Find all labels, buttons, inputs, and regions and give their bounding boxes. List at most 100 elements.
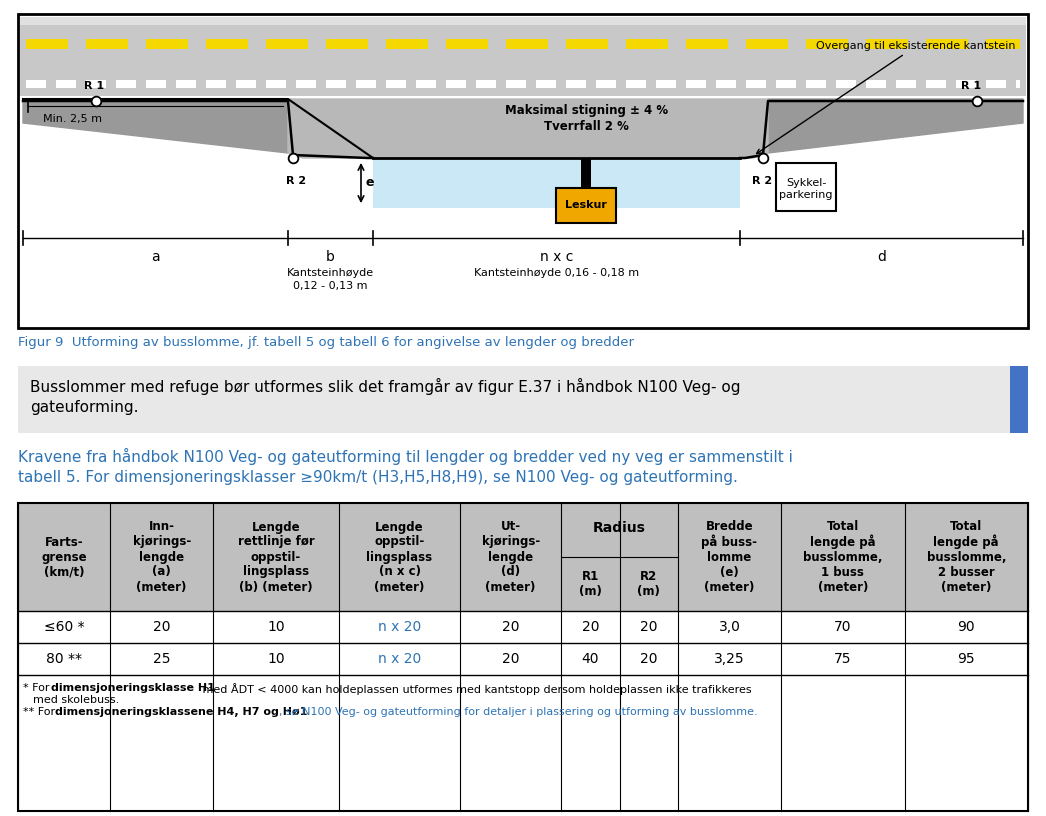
Text: R2
(m): R2 (m) xyxy=(637,570,660,598)
Bar xyxy=(18,643,1028,675)
Text: n x c: n x c xyxy=(540,250,573,264)
Polygon shape xyxy=(768,99,1023,153)
Text: R 1: R 1 xyxy=(84,81,105,91)
Text: Min. 2,5 m: Min. 2,5 m xyxy=(43,114,103,124)
Bar xyxy=(116,80,136,88)
Text: dimensjoneringsklassene H4, H7 og Hø1: dimensjoneringsklassene H4, H7 og Hø1 xyxy=(55,707,308,717)
Text: , se N100 Veg- og gateutforming for detaljer i plassering og utforming av busslo: , se N100 Veg- og gateutforming for deta… xyxy=(279,707,757,717)
Text: Leskur: Leskur xyxy=(565,201,607,211)
Text: Overgang til eksisterende kantstein: Overgang til eksisterende kantstein xyxy=(756,41,1016,153)
Bar xyxy=(986,39,1020,49)
Bar xyxy=(296,80,316,88)
Bar xyxy=(986,80,1006,88)
Bar xyxy=(806,80,826,88)
Bar xyxy=(626,80,646,88)
Text: Maksimal stigning ± 4 %: Maksimal stigning ± 4 % xyxy=(505,104,668,117)
Text: 20: 20 xyxy=(582,620,599,634)
Bar xyxy=(356,80,376,88)
Text: Lengde
rettlinje før
oppstil-
lingsplass
(b) (meter): Lengde rettlinje før oppstil- lingsplass… xyxy=(237,521,315,593)
Bar xyxy=(686,39,728,49)
Bar xyxy=(18,503,1028,811)
Bar xyxy=(266,80,286,88)
Bar xyxy=(236,80,256,88)
Bar xyxy=(836,80,856,88)
Text: n x 20: n x 20 xyxy=(378,652,422,666)
Text: e: e xyxy=(365,176,373,189)
Bar xyxy=(86,39,128,49)
Bar xyxy=(596,80,616,88)
Bar xyxy=(896,80,916,88)
Bar xyxy=(1010,366,1028,433)
Text: a: a xyxy=(152,250,160,264)
Text: 20: 20 xyxy=(502,620,520,634)
Text: 20: 20 xyxy=(640,620,658,634)
Bar xyxy=(581,158,591,188)
Bar xyxy=(20,17,1026,96)
Bar xyxy=(18,14,1028,328)
Text: Inn-
kjørings-
lengde
(a)
(meter): Inn- kjørings- lengde (a) (meter) xyxy=(133,521,190,593)
Bar xyxy=(926,80,946,88)
Bar xyxy=(806,39,848,49)
Text: parkering: parkering xyxy=(779,190,833,200)
Bar xyxy=(536,80,556,88)
Text: R 2: R 2 xyxy=(752,176,772,186)
Text: n x 20: n x 20 xyxy=(378,620,422,634)
Bar xyxy=(746,80,766,88)
Polygon shape xyxy=(288,99,768,158)
Bar xyxy=(18,675,1028,811)
Text: Kantsteinhøyde: Kantsteinhøyde xyxy=(287,268,374,278)
Text: Tverrfall 2 %: Tverrfall 2 % xyxy=(544,120,629,133)
Bar xyxy=(446,39,488,49)
Bar xyxy=(146,80,166,88)
Text: Total
lengde på
busslomme,
2 busser
(meter): Total lengde på busslomme, 2 busser (met… xyxy=(927,520,1006,594)
Text: Bredde
på buss-
lomme
(e)
(meter): Bredde på buss- lomme (e) (meter) xyxy=(702,520,757,594)
Bar xyxy=(20,17,1026,25)
Bar xyxy=(1016,80,1020,88)
Bar xyxy=(18,611,1028,643)
Polygon shape xyxy=(23,99,288,153)
Bar xyxy=(206,80,226,88)
Text: 3,25: 3,25 xyxy=(714,652,745,666)
Bar xyxy=(26,80,46,88)
Text: 70: 70 xyxy=(834,620,851,634)
Text: 3,0: 3,0 xyxy=(719,620,741,634)
Text: 40: 40 xyxy=(582,652,599,666)
Bar xyxy=(555,188,616,223)
Text: gateuforming.: gateuforming. xyxy=(30,400,138,415)
Bar xyxy=(566,80,586,88)
Bar xyxy=(326,80,346,88)
Text: Figur 9  Utforming av busslomme, jf. tabell 5 og tabell 6 for angivelse av lengd: Figur 9 Utforming av busslomme, jf. tabe… xyxy=(18,336,634,349)
Text: Lengde
oppstil-
lingsplass
(n x c)
(meter): Lengde oppstil- lingsplass (n x c) (mete… xyxy=(366,521,433,593)
Text: b: b xyxy=(326,250,335,264)
Text: Busslommer med refuge bør utformes slik det framgår av figur E.37 i håndbok N100: Busslommer med refuge bør utformes slik … xyxy=(30,378,741,395)
Text: 75: 75 xyxy=(834,652,851,666)
Bar xyxy=(717,80,736,88)
Text: 80 **: 80 ** xyxy=(46,652,82,666)
Bar xyxy=(776,80,796,88)
Text: Farts-
grense
(km/t): Farts- grense (km/t) xyxy=(41,535,87,579)
Text: * For: * For xyxy=(23,683,53,693)
Text: med ÅDT < 4000 kan holdeplassen utformes med kantstopp dersom holdeplassen ikke : med ÅDT < 4000 kan holdeplassen utformes… xyxy=(199,683,752,695)
Bar xyxy=(656,80,676,88)
Text: 20: 20 xyxy=(153,620,170,634)
Bar xyxy=(776,163,836,211)
Bar xyxy=(18,503,1028,611)
Text: 25: 25 xyxy=(153,652,170,666)
Bar xyxy=(206,39,248,49)
Text: 90: 90 xyxy=(957,620,975,634)
Bar xyxy=(386,39,428,49)
Bar xyxy=(373,158,740,208)
Text: 20: 20 xyxy=(502,652,520,666)
Bar xyxy=(386,80,406,88)
Text: R1
(m): R1 (m) xyxy=(578,570,601,598)
Bar xyxy=(18,366,1010,433)
Text: d: d xyxy=(877,250,886,264)
Text: R 1: R 1 xyxy=(961,81,981,91)
Bar xyxy=(416,80,436,88)
Text: 10: 10 xyxy=(268,620,285,634)
Bar xyxy=(56,80,76,88)
Bar xyxy=(266,39,308,49)
Bar xyxy=(506,39,548,49)
Text: tabell 5. For dimensjoneringsklasser ≥90km/t (H3,H5,H8,H9), se N100 Veg- og gate: tabell 5. For dimensjoneringsklasser ≥90… xyxy=(18,470,737,485)
Bar xyxy=(176,80,196,88)
